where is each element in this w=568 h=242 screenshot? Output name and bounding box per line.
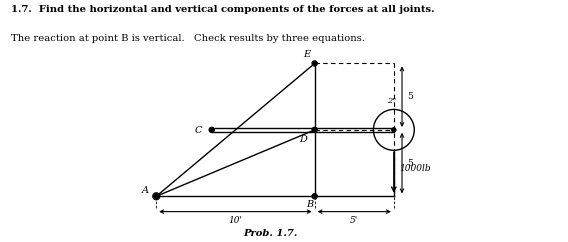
Text: B: B [306, 200, 313, 209]
Text: 10': 10' [228, 216, 243, 225]
Circle shape [312, 194, 317, 199]
Circle shape [154, 194, 159, 199]
Text: 5': 5' [350, 216, 358, 225]
Text: A: A [142, 186, 149, 195]
Circle shape [312, 127, 317, 132]
Circle shape [392, 128, 396, 132]
Circle shape [209, 127, 214, 132]
Text: 1000lb: 1000lb [399, 164, 431, 173]
Text: 5: 5 [407, 159, 413, 167]
Text: C: C [195, 126, 203, 135]
Text: D: D [300, 135, 307, 144]
Circle shape [392, 128, 396, 132]
Text: E: E [303, 50, 311, 59]
Text: 2": 2" [387, 97, 396, 105]
Text: The reaction at point B is vertical.   Check results by three equations.: The reaction at point B is vertical. Che… [11, 34, 365, 43]
Text: 1.7.  Find the horizontal and vertical components of the forces at all joints.: 1.7. Find the horizontal and vertical co… [11, 5, 435, 14]
Text: 5: 5 [407, 92, 413, 101]
Circle shape [312, 61, 317, 66]
Text: Prob. 1.7.: Prob. 1.7. [243, 229, 297, 238]
